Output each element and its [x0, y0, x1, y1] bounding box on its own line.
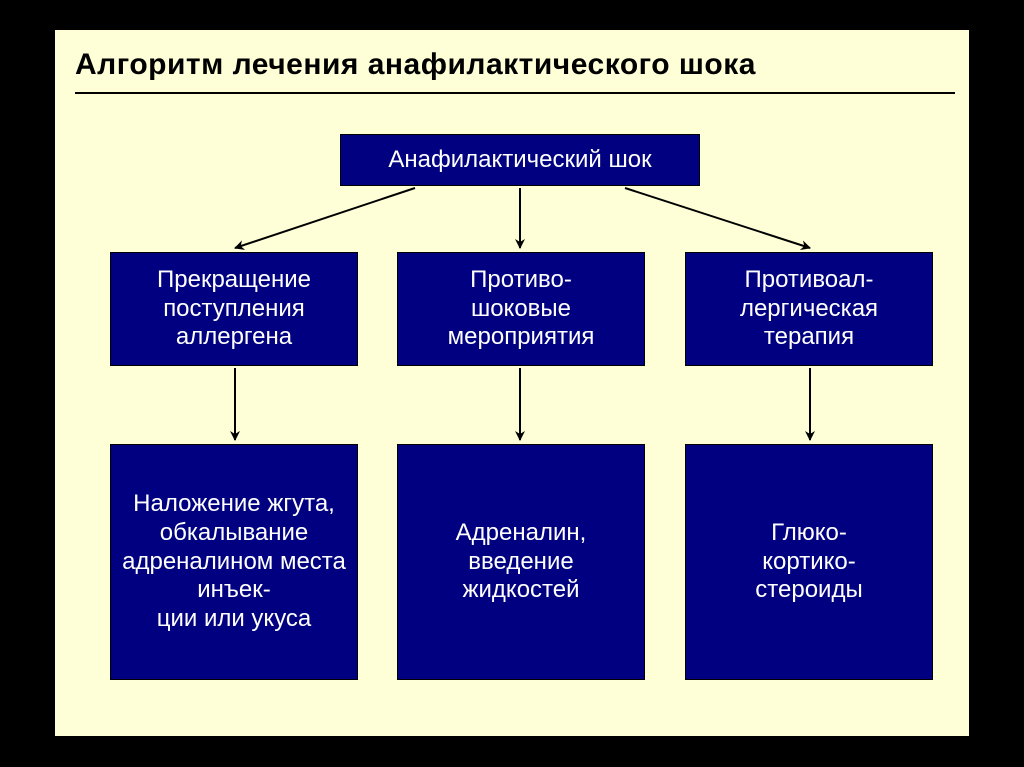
node-label: Наложение жгута, обкалывание адреналином…: [121, 490, 347, 634]
node-mid-center: Противо-шоковые мероприятия: [397, 252, 645, 366]
node-bot-right: Глюко-кортико-стероиды: [685, 444, 933, 680]
node-label: Анафилактический шок: [388, 146, 651, 175]
node-label: Противо-шоковые мероприятия: [408, 266, 634, 352]
node-label: Прекращение поступления аллергена: [121, 266, 347, 352]
node-bot-center: Адреналин, введение жидкостей: [397, 444, 645, 680]
node-label: Противоал-лергическая терапия: [696, 266, 922, 352]
title-rule: [75, 92, 955, 94]
node-mid-right: Противоал-лергическая терапия: [685, 252, 933, 366]
outer-frame: Алгоритм лечения анафилактического шока …: [45, 20, 979, 747]
diagram-panel: Алгоритм лечения анафилактического шока …: [55, 30, 969, 736]
diagram-title: Алгоритм лечения анафилактического шока: [75, 48, 756, 82]
node-mid-left: Прекращение поступления аллергена: [110, 252, 358, 366]
node-label: Адреналин, введение жидкостей: [408, 519, 634, 605]
node-bot-left: Наложение жгута, обкалывание адреналином…: [110, 444, 358, 680]
node-root: Анафилактический шок: [340, 134, 700, 186]
node-label: Глюко-кортико-стероиды: [755, 519, 862, 605]
